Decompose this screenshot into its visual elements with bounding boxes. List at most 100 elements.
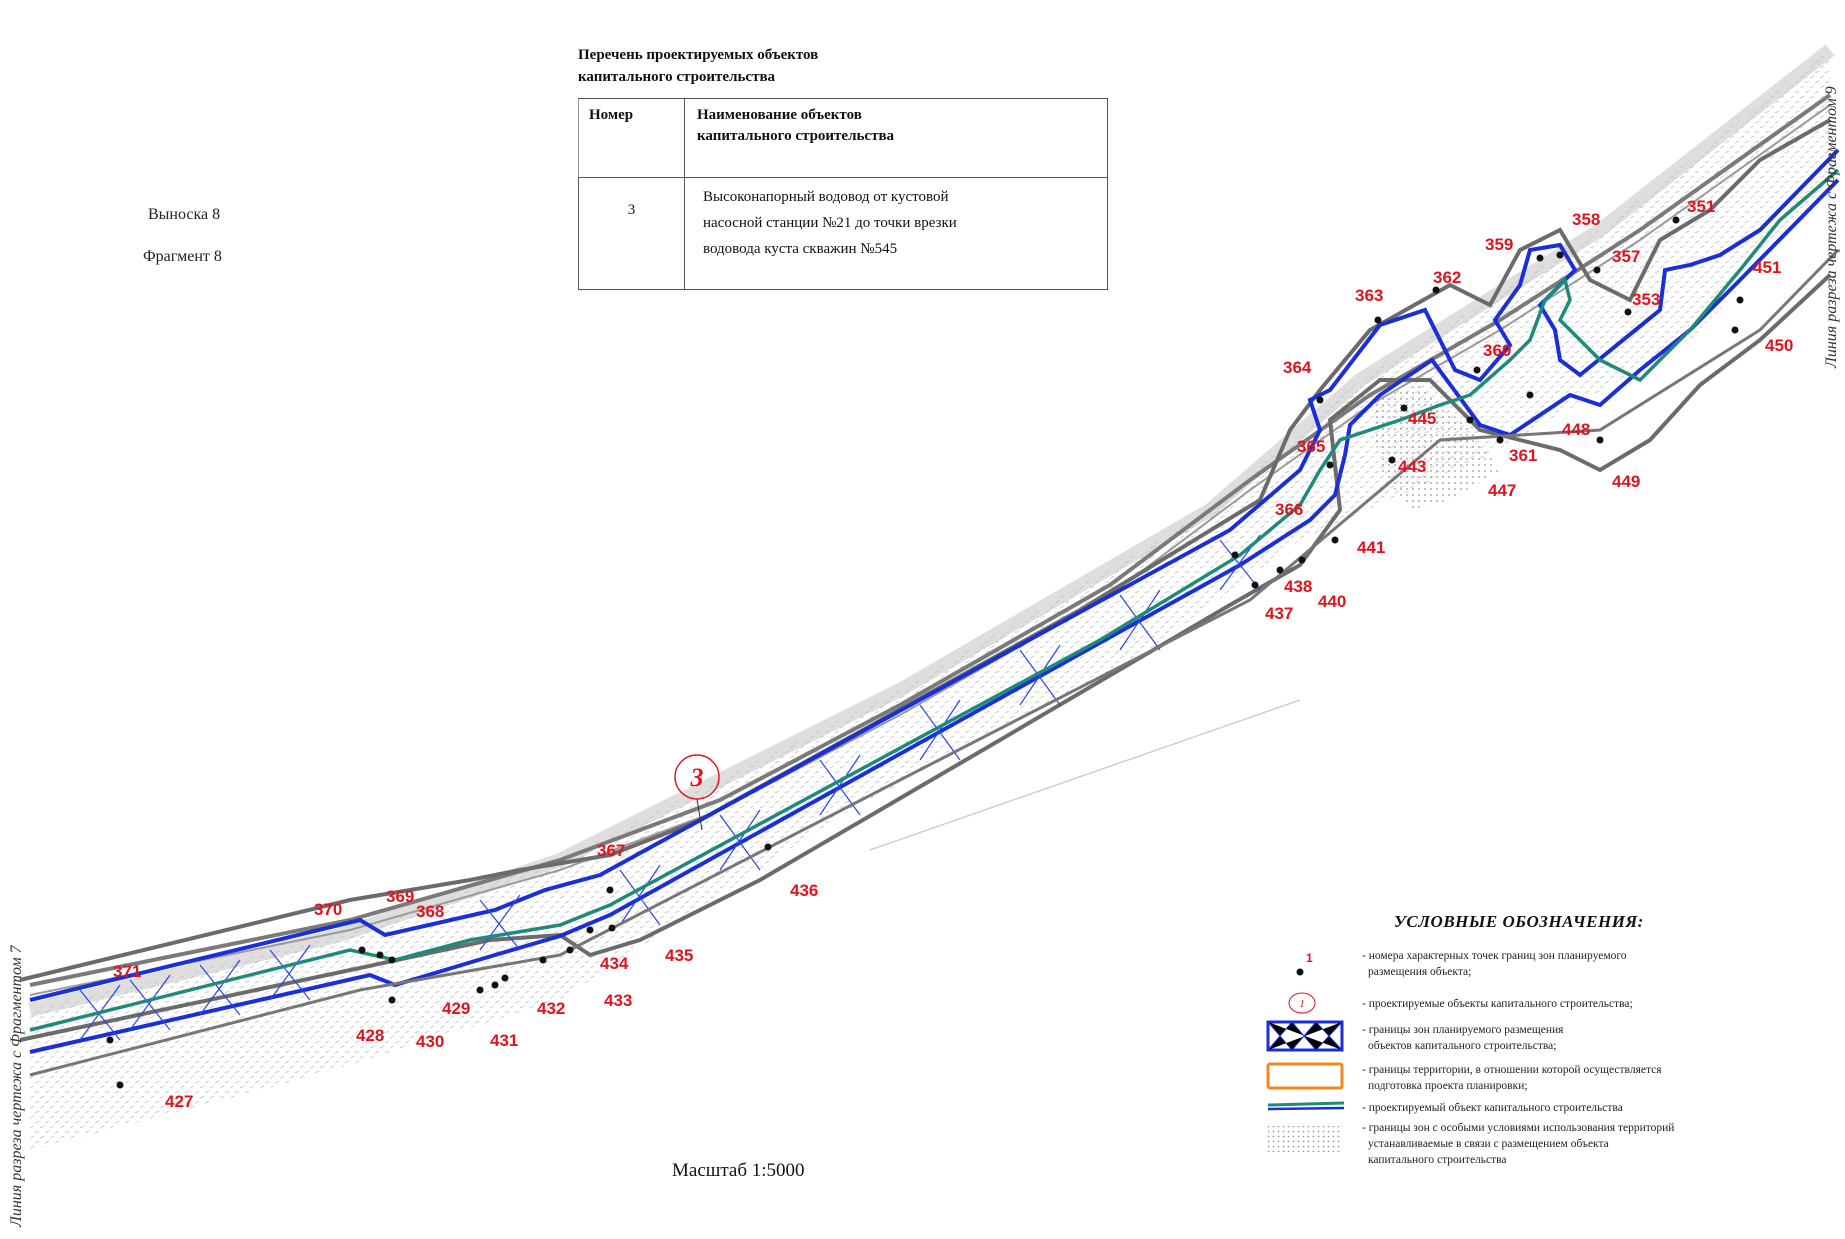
boundary-point-448 [1526,391,1534,399]
objects-table-block: Перечень проектируемых объектов капиталь… [578,44,1108,290]
row-name-2: насосной станции №21 до точки врезки [703,215,957,231]
boundary-point-360 [1473,366,1481,374]
point-label-368: 368 [416,902,444,921]
legend-points-1: - номера характерных точек границ зон пл… [1362,950,1627,962]
boundary-point-431 [501,974,509,982]
legend-special-1: - границы зон с особыми условиями исполь… [1362,1122,1675,1134]
boundary-point-351 [1672,216,1680,224]
legend-territory-2: подготовка проекта планировки; [1368,1080,1528,1092]
boundary-point-441 [1331,536,1339,544]
point-label-431: 431 [490,1031,518,1050]
table-row: 3 Высоконапорный водовод от кустовой нас… [578,177,1108,290]
point-label-353: 353 [1632,290,1660,309]
legend-item-objects: - проектируемые объекты капитального стр… [1362,998,1633,1010]
boundary-point-450 [1731,326,1739,334]
boundary-point-366 [1231,551,1239,559]
legend-item-points: - номера характерных точек границ зон пл… [1362,948,1627,980]
legend-item-special-zones: - границы зон с особыми условиями исполь… [1362,1120,1674,1168]
legend-zones-1: - границы зон планируемого размещения [1362,1024,1564,1036]
project-boundary [29,248,1840,1077]
boundary-point-436 [764,843,772,851]
point-label-429: 429 [442,999,470,1018]
scale-label: Масштаб 1:5000 [672,1160,805,1181]
boundary-point-363 [1374,316,1382,324]
point-label-448: 448 [1562,420,1590,439]
boundary-point-368 [388,956,396,964]
legend-item-zones: - границы зон планируемого размещения об… [1362,1022,1563,1054]
objects-table-title-1: Перечень проектируемых объектов [578,47,819,63]
boundary-point-434 [586,926,594,934]
legend-special-3: капитального строительства [1368,1154,1507,1166]
point-label-432: 432 [537,999,565,1018]
boundary-point-358 [1556,251,1564,259]
zone-hatch [79,534,1261,1041]
point-label-362: 362 [1433,268,1461,287]
point-sample-label: 1 [1306,951,1313,965]
point-label-361: 361 [1509,446,1537,465]
special-zone-outline-2 [19,118,1831,982]
col-number-header: Номер [578,98,685,178]
boundary-point-449 [1596,436,1604,444]
boundary-point-429 [491,981,499,989]
point-label-360: 360 [1483,341,1511,360]
point-label-357: 357 [1612,247,1640,266]
row-name-1: Высоконапорный водовод от кустовой [703,189,949,205]
legend-zones-2: объектов капитального строительства; [1368,1040,1557,1052]
boundary-point-445 [1400,404,1408,412]
col-name-header-2: капитального строительства [697,128,895,144]
boundary-point-428 [388,996,396,1004]
cut-line-left: Линия разреза чертежа с Фрагментом 7 [8,945,25,1227]
point-label-449: 449 [1612,472,1640,491]
point-label-440: 440 [1318,592,1346,611]
boundary-point-icon: 1 [1262,948,1342,984]
boundary-point-430 [476,986,484,994]
boundary-point-362 [1432,286,1440,294]
point-label-366: 366 [1275,500,1303,519]
boundary-point-367 [606,886,614,894]
boundary-point-357 [1593,266,1601,274]
row-name: Высоконапорный водовод от кустовой насос… [684,177,1108,290]
object-number-icon: 1 [1262,990,1342,1016]
boundary-point-353 [1624,308,1632,316]
boundary-point-369 [376,951,384,959]
object-sample-label: 1 [1299,998,1305,1010]
col-name-header: Наименование объектов капитального строи… [684,98,1108,178]
point-label-438: 438 [1284,577,1312,596]
point-label-436: 436 [790,881,818,900]
row-number: 3 [578,177,685,290]
point-label-441: 441 [1357,538,1385,557]
boundary-point-427 [116,1081,124,1089]
objects-table: Номер Наименование объектов капитального… [578,98,1108,290]
territory-boundary-icon [1266,1062,1346,1092]
point-label-351: 351 [1687,197,1715,216]
zone-boundary [29,148,1840,1054]
boundary-point-435 [608,924,616,932]
object-marker: 3 [674,754,720,831]
point-label-364: 364 [1283,358,1312,377]
boundary-point-432 [539,956,547,964]
boundary-point-438 [1276,566,1284,574]
legend-special-2: устанавливаемые в связи с размещением об… [1368,1138,1609,1150]
legend-item-pipeline: - проектируемый объект капитального стро… [1362,1102,1623,1114]
point-label-363: 363 [1355,286,1383,305]
point-label-365: 365 [1297,437,1325,456]
boundary-point-364 [1316,396,1324,404]
boundary-points: 351 353 357 358 359 360 361 362 363 364 365 366 367 3… [106,197,1793,1111]
boundary-point-365 [1326,461,1334,469]
point-label-443: 443 [1398,457,1426,476]
boundary-point-443 [1388,456,1396,464]
objects-table-title-2: капитального строительства [578,69,776,85]
boundary-point-371 [106,1036,114,1044]
point-label-371: 371 [113,962,141,981]
point-label-450: 450 [1765,336,1793,355]
boundary-point-447 [1466,416,1474,424]
col-name-header-1: Наименование объектов [697,107,862,123]
point-label-447: 447 [1488,481,1516,500]
point-label-434: 434 [600,954,629,973]
point-label-369: 369 [386,887,414,906]
special-zone-hatch-icon [1266,1124,1346,1154]
point-label-367: 367 [597,841,625,860]
cut-line-right: Линия разреза чертежа с Фрагментом 9 [1823,86,1840,368]
terrain-strip [30,50,1835,1150]
